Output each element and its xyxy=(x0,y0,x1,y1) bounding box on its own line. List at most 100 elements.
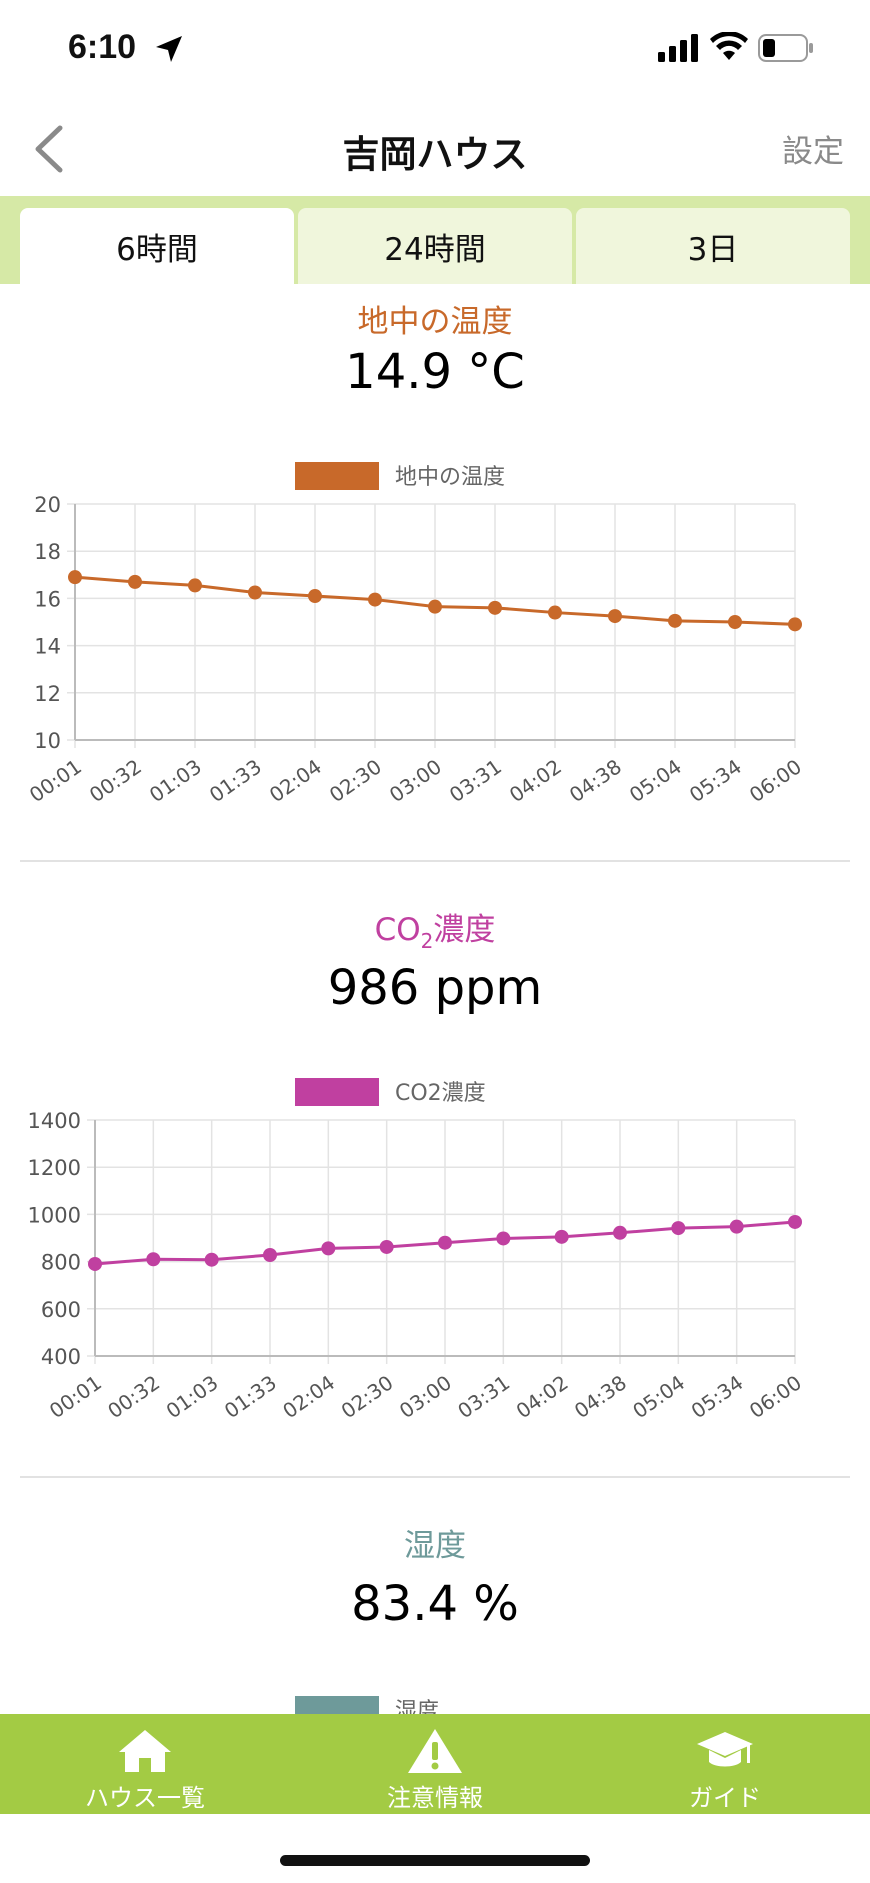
status-bar: 6:10 xyxy=(0,0,870,100)
data-point xyxy=(488,600,502,615)
co2-label-rest: 濃度 xyxy=(433,912,496,948)
data-point xyxy=(788,1214,802,1229)
data-point xyxy=(248,585,262,600)
data-point xyxy=(728,615,742,629)
bottom-tab-bar: ハウス一覧 注意情報 ガイド xyxy=(0,1714,870,1814)
soil-temp-label: 地中の温度 xyxy=(357,304,513,340)
legend-label: 湿度 xyxy=(395,1699,439,1714)
x-tick-label: 01:33 xyxy=(220,1370,281,1423)
y-tick-label: 12 xyxy=(34,682,61,706)
data-point xyxy=(188,578,202,593)
y-tick-label: 1000 xyxy=(28,1203,81,1227)
legend-swatch xyxy=(295,1078,379,1106)
co2-label-main: CO xyxy=(374,912,421,948)
tab-6-hours[interactable]: 6時間 xyxy=(20,208,294,284)
data-point xyxy=(308,589,322,604)
settings-button[interactable]: 設定 xyxy=(782,134,844,170)
x-tick-label: 04:02 xyxy=(512,1370,573,1423)
soil-temp-chart: 地中の温度 10 12 14 16 18 20 00:01 00:32 01:03 01:33 02:… xyxy=(25,462,806,807)
wifi-icon xyxy=(710,32,748,60)
x-tick-label: 05:34 xyxy=(685,754,746,807)
data-point xyxy=(368,592,382,607)
x-tick-label: 03:00 xyxy=(385,754,446,807)
data-point xyxy=(263,1247,277,1262)
data-point xyxy=(613,1225,627,1240)
y-tick-label: 1400 xyxy=(28,1109,81,1133)
data-point xyxy=(671,1221,686,1236)
data-point xyxy=(428,599,442,614)
back-chevron-icon[interactable] xyxy=(30,122,70,176)
x-tick-label: 03:00 xyxy=(395,1370,456,1423)
data-point xyxy=(438,1235,452,1250)
bottom-nav-house-list[interactable]: ハウス一覧 xyxy=(0,1714,290,1814)
y-tick-label: 20 xyxy=(34,493,61,517)
home-indicator xyxy=(280,1855,590,1866)
x-tick-label: 00:32 xyxy=(85,754,146,807)
data-point xyxy=(146,1252,161,1267)
status-time: 6:10 xyxy=(68,28,137,66)
warning-icon xyxy=(408,1729,462,1773)
y-tick-label: 14 xyxy=(34,635,61,659)
page-title: 吉岡ハウス xyxy=(342,133,528,176)
co2-chart: CO2濃度 400 600 800 1000 1200 1400 00:0100:3201:0… xyxy=(28,1078,806,1423)
data-point xyxy=(128,574,142,589)
x-tick-label: 02:04 xyxy=(265,754,326,807)
tab-24-hours[interactable]: 24時間 xyxy=(298,208,572,284)
data-point xyxy=(496,1231,511,1246)
legend-swatch xyxy=(295,1696,379,1714)
x-tick-label: 04:38 xyxy=(570,1370,631,1423)
data-point xyxy=(788,617,802,632)
bottom-nav-alerts[interactable]: 注意情報 xyxy=(290,1714,580,1814)
co2-label: CO2濃度 xyxy=(0,904,870,953)
bottom-nav-label: ハウス一覧 xyxy=(85,1784,205,1812)
bottom-nav-guide[interactable]: ガイド xyxy=(580,1714,870,1814)
legend-label: 地中の温度 xyxy=(395,465,505,490)
battery-icon xyxy=(758,34,813,62)
co2-label-subscript: 2 xyxy=(420,929,434,953)
x-tick-label: 03:31 xyxy=(453,1370,514,1423)
legend-swatch xyxy=(295,462,379,490)
section-divider xyxy=(20,1476,850,1478)
x-tick-label: 00:32 xyxy=(103,1370,164,1423)
x-tick-label: 00:01 xyxy=(25,754,86,807)
humidity-chart: 湿度 xyxy=(295,1696,439,1714)
x-tick-label: 04:38 xyxy=(565,754,626,807)
x-tick-label: 05:04 xyxy=(625,754,686,807)
data-point xyxy=(729,1219,744,1234)
nav-bar: 吉岡ハウス 設定 xyxy=(0,100,870,196)
data-point xyxy=(88,1256,102,1271)
data-point xyxy=(68,570,82,585)
x-tick-label: 00:01 xyxy=(45,1370,106,1423)
data-point xyxy=(379,1239,394,1254)
tab-3-days[interactable]: 3日 xyxy=(576,208,850,284)
x-tick-label: 03:31 xyxy=(445,754,506,807)
y-tick-label: 800 xyxy=(41,1251,81,1275)
humidity-value: 83.4 % xyxy=(351,1576,519,1632)
data-point xyxy=(548,605,562,620)
y-tick-label: 10 xyxy=(34,729,61,753)
section-divider xyxy=(20,860,850,862)
x-tick-label: 02:04 xyxy=(278,1370,339,1423)
x-tick-label: 06:00 xyxy=(745,1370,806,1423)
x-tick-label: 01:03 xyxy=(162,1370,223,1423)
y-tick-label: 400 xyxy=(41,1345,81,1369)
x-tick-label: 02:30 xyxy=(337,1370,398,1423)
x-tick-label: 05:34 xyxy=(687,1370,748,1423)
sensor-content[interactable]: 地中の温度 14.9 °C 地中の温度 10 12 14 16 18 20 00:01 00:3… xyxy=(0,284,870,1714)
data-point xyxy=(321,1241,336,1256)
cellular-signal-icon xyxy=(658,34,698,62)
y-tick-label: 16 xyxy=(34,587,61,611)
period-tab-bar: 6時間 24時間 3日 xyxy=(0,196,870,284)
x-tick-label: 01:33 xyxy=(205,754,266,807)
co2-value: 986 ppm xyxy=(327,960,543,1016)
x-tick-label: 04:02 xyxy=(505,754,566,807)
location-arrow-icon xyxy=(156,36,182,62)
y-tick-label: 18 xyxy=(34,540,61,564)
y-tick-label: 600 xyxy=(41,1298,81,1322)
x-tick-label: 01:03 xyxy=(145,754,206,807)
y-tick-label: 1200 xyxy=(28,1156,81,1180)
home-icon xyxy=(119,1730,171,1772)
data-point xyxy=(204,1252,219,1267)
soil-temp-value: 14.9 °C xyxy=(345,344,525,400)
bottom-nav-label: 注意情報 xyxy=(387,1784,483,1812)
